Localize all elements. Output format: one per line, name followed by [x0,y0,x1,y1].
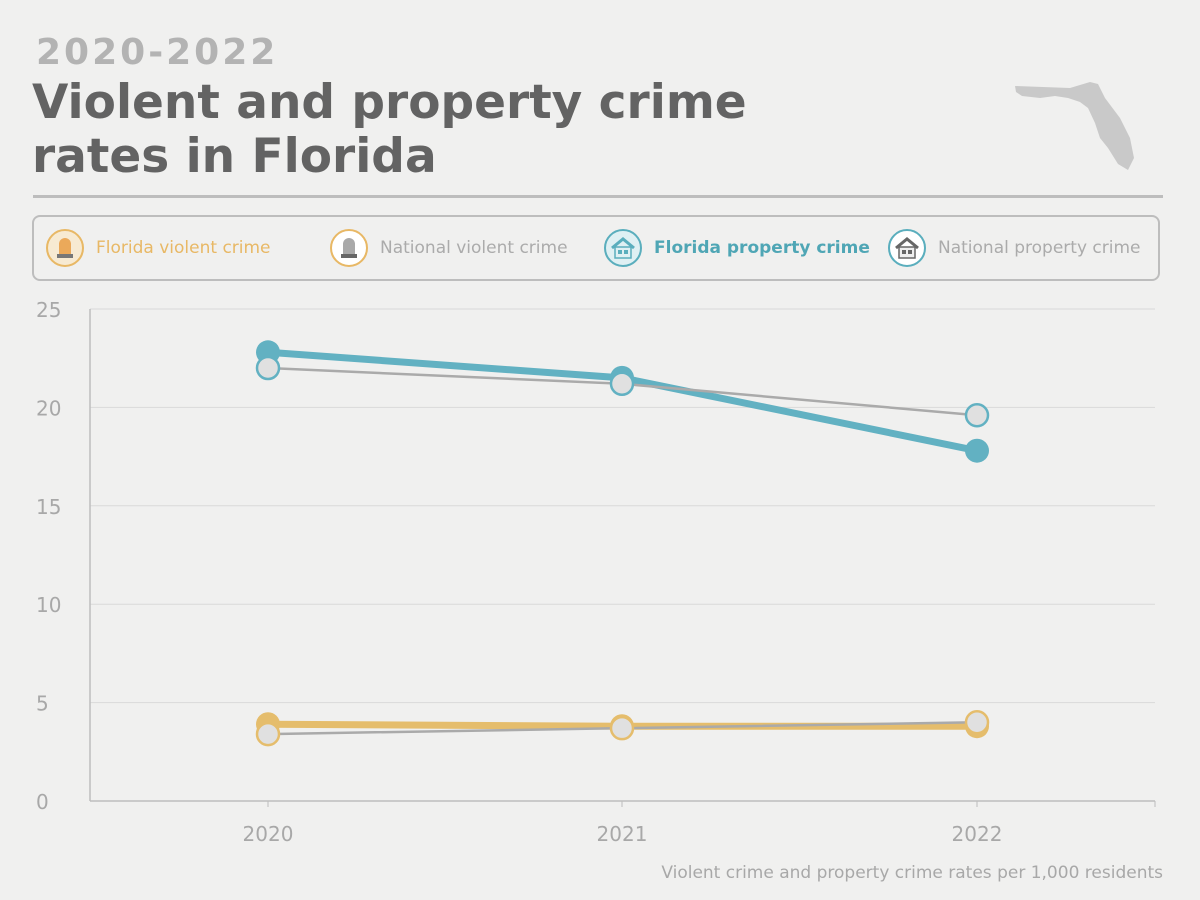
legend-item-national-property: National property crime [888,229,1141,267]
y-tick-label: 5 [36,692,49,716]
data-point-national-property-crime [964,403,990,428]
y-tick-label: 15 [36,495,61,519]
data-point-florida-property-crime [965,438,989,463]
house-icon [604,229,642,267]
legend-item-national-violent: National violent crime [330,229,568,267]
y-tick-label: 0 [36,790,49,814]
subtitle: 2020-2022 [36,32,279,73]
data-point-national-violent-crime [255,721,281,747]
siren-icon [330,229,368,267]
legend-item-florida-violent: Florida violent crime [46,229,271,267]
data-point-national-property-crime [609,371,635,397]
x-tick-label: 2021 [597,822,648,846]
data-point-national-property-crime [255,355,281,381]
y-tick-label: 20 [36,396,61,420]
title-divider [33,195,1163,198]
siren-icon [46,229,84,267]
legend-label: National violent crime [380,238,568,258]
legend-label: National property crime [938,238,1141,258]
data-point-national-violent-crime [964,710,990,735]
footnote: Violent crime and property crime rates p… [661,863,1163,883]
house-icon [888,229,926,267]
data-point-national-violent-crime [609,715,635,741]
x-tick-label: 2022 [952,822,1003,846]
y-tick-label: 10 [36,593,61,617]
legend-label: Florida property crime [654,238,870,258]
x-tick-label: 2020 [243,822,294,846]
page-title: Violent and property crime rates in Flor… [32,75,747,184]
legend-item-florida-property: Florida property crime [604,229,870,267]
legend: Florida violent crime National violent c… [32,215,1160,281]
y-tick-label: 25 [36,298,61,322]
legend-label: Florida violent crime [96,238,271,258]
florida-map-icon [1015,82,1134,170]
